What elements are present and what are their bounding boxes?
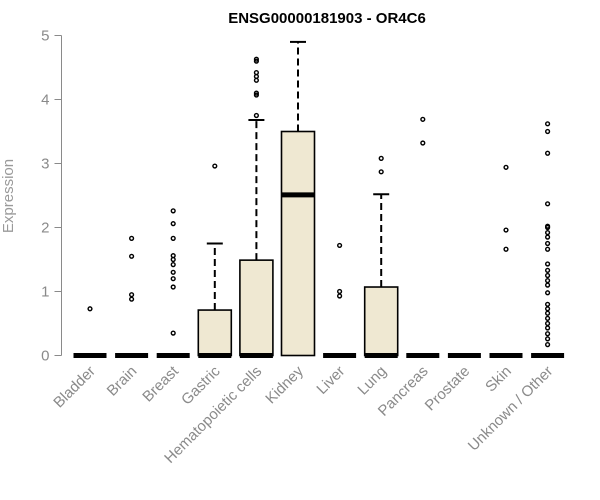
outlier-point [253, 112, 259, 119]
outlier-point [253, 56, 259, 62]
outlier-point [212, 163, 218, 169]
y-tick-label: 3 [41, 156, 49, 173]
outlier-point [544, 201, 551, 207]
x-tick-label: Bladder [50, 363, 99, 412]
outlier-point [129, 292, 135, 298]
box-liver [323, 242, 357, 358]
outlier-point [503, 164, 509, 170]
outlier-point [544, 223, 551, 229]
box-rect [363, 286, 399, 357]
outlier-point [544, 150, 551, 156]
y-tick-label: 4 [41, 92, 49, 109]
outlier-point [170, 221, 176, 227]
x-tick-label: Prostate [422, 363, 474, 415]
outlier-point [253, 90, 259, 96]
box-breast [156, 208, 190, 358]
outlier-point [544, 315, 551, 321]
outlier-point [378, 169, 384, 175]
box-hematopoietic-cells [239, 56, 274, 358]
outlier-point [170, 330, 176, 336]
box-gastric [197, 163, 233, 358]
chart-title: ENSG00000181903 - OR4C6 [228, 10, 426, 27]
box-unknown-other [531, 121, 565, 358]
outlier-point [129, 296, 135, 302]
outlier-point [544, 128, 551, 135]
y-tick-label: 0 [41, 348, 49, 365]
outlier-point [544, 261, 551, 267]
box-bladder [73, 306, 107, 358]
outlier-point [544, 342, 551, 348]
outlier-point [253, 70, 259, 76]
outlier-point [503, 246, 509, 252]
box-lung [363, 155, 399, 358]
outlier-point [337, 288, 343, 295]
outlier-point [544, 282, 551, 288]
box-rect [239, 259, 274, 357]
outlier-point [544, 301, 551, 307]
outlier-point [170, 253, 176, 259]
outlier-point [544, 240, 551, 247]
outlier-point [420, 116, 426, 122]
outlier-point [170, 276, 176, 282]
outlier-point [253, 58, 259, 64]
boxes-group [73, 40, 565, 358]
y-axis: 0 1 2 3 4 5 [41, 28, 62, 365]
box-skin [489, 164, 523, 358]
outlier-point [170, 262, 176, 268]
y-tick-label: 1 [41, 284, 49, 301]
outlier-point [170, 284, 176, 290]
outlier-point [544, 320, 551, 327]
outlier-point [378, 155, 384, 161]
outlier-point [170, 269, 176, 275]
outlier-point [129, 253, 135, 259]
outlier-point [544, 230, 551, 236]
outlier-point [544, 336, 551, 342]
outlier-point [253, 92, 259, 98]
x-tick-label: Skin [482, 363, 515, 396]
x-tick-label: Liver [313, 363, 348, 398]
y-tick-label: 5 [41, 28, 49, 45]
box-rect [280, 130, 316, 357]
outlier-point [170, 208, 176, 214]
x-tick-label: Kidney [262, 362, 307, 407]
box-rect [197, 309, 233, 357]
box-brain [115, 235, 149, 358]
outlier-point [544, 121, 551, 127]
box-pancreas [406, 116, 440, 358]
y-axis-label: Expression [0, 159, 17, 233]
outlier-point [337, 293, 343, 299]
outlier-point [544, 331, 551, 337]
outlier-point [544, 325, 551, 331]
y-tick-label: 2 [41, 220, 49, 237]
outlier-point [544, 246, 551, 252]
outlier-point [544, 310, 551, 316]
outlier-point [420, 140, 426, 146]
outlier-point [87, 306, 93, 312]
outlier-point [129, 235, 135, 241]
outlier-point [544, 306, 551, 312]
outlier-point [544, 272, 551, 279]
x-tick-label: Breast [139, 362, 182, 405]
outlier-point [337, 242, 343, 249]
x-tick-label: Brain [104, 363, 141, 400]
outlier-point [544, 234, 551, 240]
outlier-point [544, 278, 551, 284]
outlier-point [544, 267, 551, 273]
box-kidney [280, 40, 316, 357]
x-tick-label: Lung [354, 363, 390, 399]
outlier-point [170, 235, 176, 241]
outlier-point [544, 290, 551, 296]
outlier-point [503, 227, 509, 233]
